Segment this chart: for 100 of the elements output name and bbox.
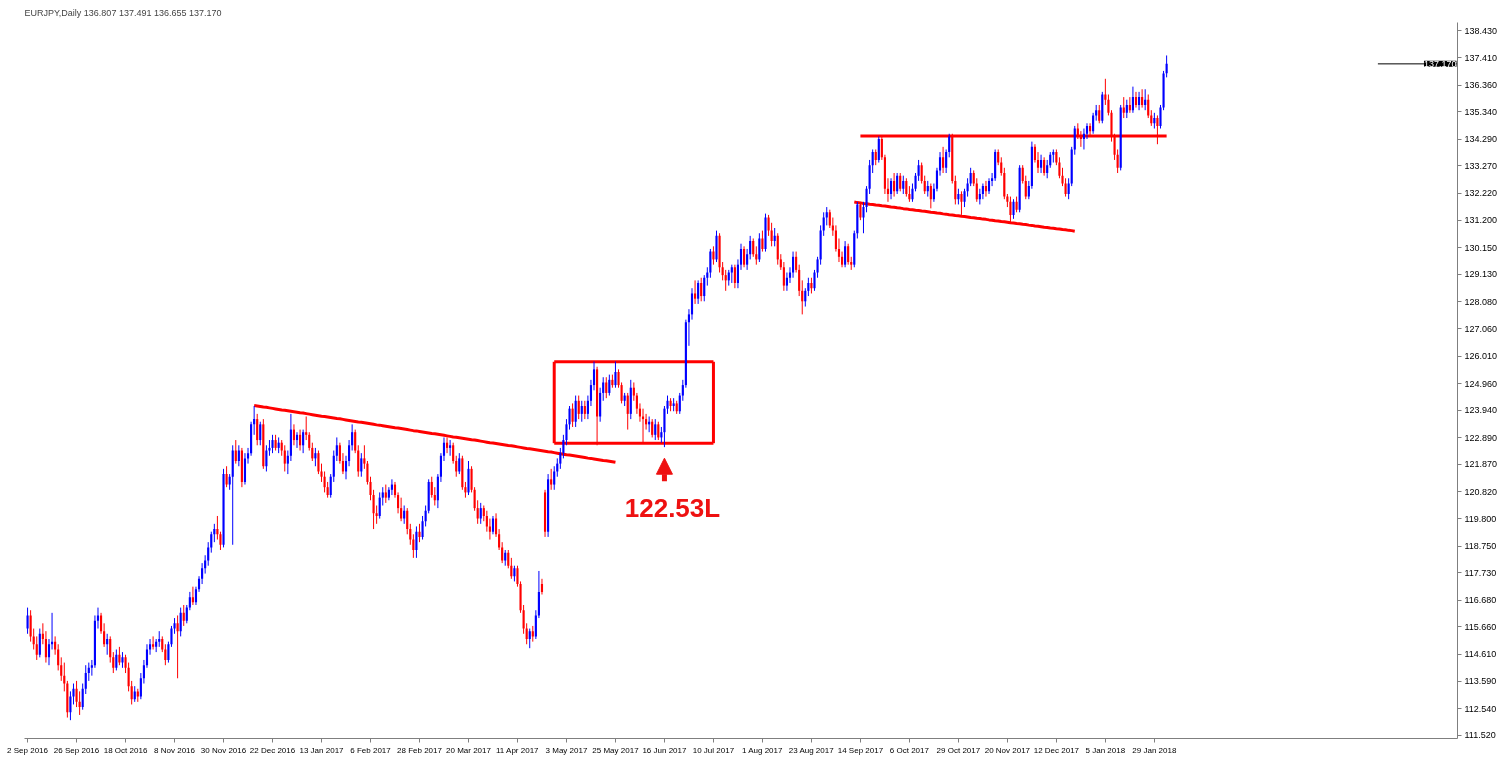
y-tick-label: 138.430 xyxy=(1464,25,1498,36)
line-series xyxy=(252,404,617,464)
candlestick xyxy=(942,146,945,174)
y-tick-label: 112.540 xyxy=(1464,703,1497,714)
candlestick xyxy=(528,628,531,649)
candlestick xyxy=(929,183,932,209)
y-tick-label: 119.800 xyxy=(1464,513,1497,524)
candlestick xyxy=(433,486,436,507)
candlestick xyxy=(191,586,194,606)
x-tick-label: 16 Jun 2017 xyxy=(642,745,688,755)
candlestick xyxy=(969,167,972,187)
candlestick xyxy=(1134,91,1138,109)
y-tick-label: 136.360 xyxy=(1464,80,1498,91)
y-tick-label: 114.610 xyxy=(1464,649,1497,660)
candlestick xyxy=(467,460,470,496)
y-tick-label: 135.340 xyxy=(1464,106,1498,117)
y-tick-label: 129.130 xyxy=(1464,269,1498,280)
candlestick xyxy=(26,607,29,635)
candlestick xyxy=(384,484,387,504)
candlestick xyxy=(38,628,41,658)
candlestick xyxy=(761,230,764,253)
ref-line-label: 137.170 xyxy=(1423,58,1457,69)
candlestick xyxy=(1046,159,1049,179)
x-tick-label: 3 May 2017 xyxy=(545,745,588,755)
candlestick xyxy=(730,264,733,284)
candlestick xyxy=(1141,88,1144,109)
candlestick xyxy=(770,222,773,247)
y-tick-label: 130.150 xyxy=(1464,242,1498,253)
candlestick xyxy=(1144,88,1147,111)
candlestick xyxy=(553,465,556,491)
y-tick-label: 127.060 xyxy=(1464,323,1498,334)
candlestick xyxy=(1122,96,1125,119)
candlestick xyxy=(295,431,299,449)
x-tick-label: 14 Sep 2017 xyxy=(837,745,884,755)
candlestick xyxy=(700,277,703,302)
candlestick xyxy=(804,287,807,308)
x-tick-label: 29 Oct 2017 xyxy=(936,745,981,755)
candlestick xyxy=(889,177,893,200)
candlestick xyxy=(234,439,237,465)
candlestick xyxy=(776,232,779,266)
candlestick xyxy=(752,237,755,258)
y-tick-label: 124.960 xyxy=(1464,378,1498,389)
candlestick xyxy=(109,635,112,664)
candlestick xyxy=(1131,86,1134,114)
x-tick-label: 26 Sep 2016 xyxy=(53,745,100,755)
candlestick xyxy=(902,175,905,195)
y-tick-label: 111.520 xyxy=(1464,730,1496,741)
candlestick xyxy=(571,402,574,428)
candlestick xyxy=(905,177,908,198)
candlestick xyxy=(35,635,38,661)
chart-title: EURJPY,Daily 136.807 137.491 136.655 137.170 xyxy=(24,7,222,18)
candlestick xyxy=(782,261,785,292)
candlestick xyxy=(550,468,553,491)
candlestick xyxy=(449,439,452,457)
x-tick-label: 18 Oct 2016 xyxy=(103,745,148,755)
y-tick-label: 132.220 xyxy=(1464,188,1498,199)
candlestick xyxy=(574,395,577,428)
candlestick xyxy=(847,243,850,266)
candlestick xyxy=(791,251,795,279)
x-tick-label: 25 May 2017 xyxy=(592,745,640,755)
candlestick xyxy=(540,578,544,596)
candlestick xyxy=(292,423,296,446)
candlestick xyxy=(724,269,727,292)
candlestick xyxy=(182,604,185,627)
candlestick xyxy=(577,395,580,420)
candlestick xyxy=(78,690,81,716)
candlestick xyxy=(302,429,305,454)
y-tick-label: 117.730 xyxy=(1464,567,1497,578)
candlestick xyxy=(179,607,182,637)
candlestick xyxy=(1125,99,1128,119)
y-tick-label: 137.410 xyxy=(1464,52,1498,63)
candlestick xyxy=(216,515,219,541)
x-tick-label: 6 Feb 2017 xyxy=(350,745,392,755)
x-tick-label: 1 Aug 2017 xyxy=(741,745,784,755)
candlestick xyxy=(773,227,776,247)
candlestick xyxy=(1040,154,1043,174)
candlestick xyxy=(712,245,715,266)
candlestick xyxy=(445,436,449,454)
y-tick-label: 126.010 xyxy=(1464,351,1498,362)
candlestick xyxy=(403,505,406,525)
candlestick xyxy=(657,421,660,441)
candlestick xyxy=(314,447,317,467)
candlestick xyxy=(283,444,286,472)
y-tick-label: 134.290 xyxy=(1464,134,1498,145)
candlestick xyxy=(899,172,902,192)
x-tick-label: 12 Dec 2017 xyxy=(1033,745,1080,755)
candlestick xyxy=(758,232,761,263)
y-tick-label: 123.940 xyxy=(1464,405,1498,416)
y-tick-label: 118.750 xyxy=(1464,541,1497,552)
candlestick xyxy=(259,421,262,446)
y-tick-label: 120.820 xyxy=(1464,486,1498,497)
candlestick xyxy=(715,230,718,263)
y-tick-label: 131.200 xyxy=(1464,215,1498,226)
candlestick xyxy=(271,434,274,454)
x-tick-label: 29 Jan 2018 xyxy=(1132,745,1177,755)
candlestick xyxy=(654,418,657,441)
y-tick-label: 128.080 xyxy=(1464,296,1498,307)
candlestick xyxy=(458,452,461,475)
candlestick xyxy=(418,523,421,543)
y-tick-label: 133.270 xyxy=(1464,160,1498,171)
